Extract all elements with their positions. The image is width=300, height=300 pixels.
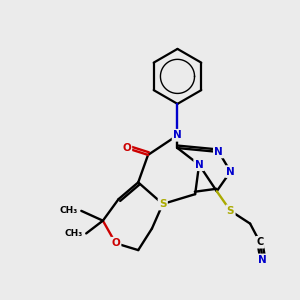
Text: O: O — [111, 238, 120, 248]
Text: CH₃: CH₃ — [59, 206, 77, 215]
Text: N: N — [259, 255, 267, 265]
Text: N: N — [173, 130, 182, 140]
Text: N: N — [214, 147, 223, 157]
Text: CH₃: CH₃ — [64, 229, 82, 238]
Text: O: O — [122, 143, 131, 153]
Text: S: S — [227, 206, 234, 216]
Text: S: S — [159, 199, 166, 209]
Text: N: N — [195, 160, 203, 170]
Text: C: C — [256, 237, 264, 247]
Text: N: N — [226, 167, 235, 177]
